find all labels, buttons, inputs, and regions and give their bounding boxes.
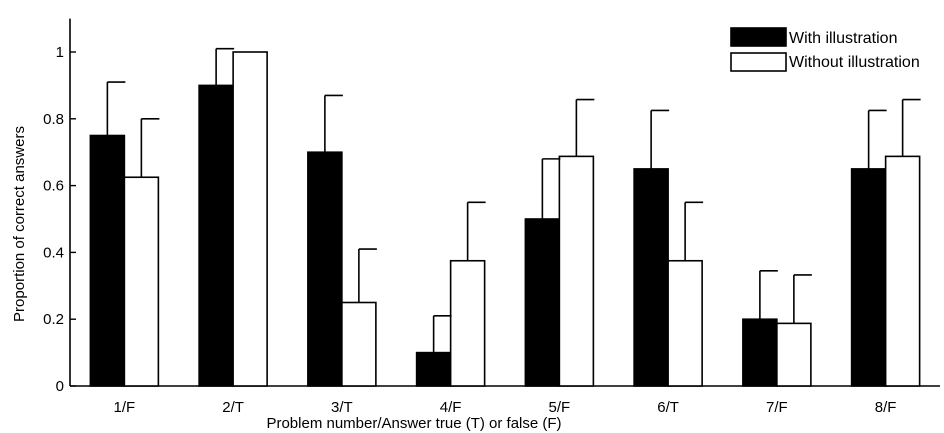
bar-with-illustration — [524, 218, 561, 387]
bar-without-illustration — [776, 322, 812, 387]
legend-swatch-with-illustration — [730, 27, 787, 47]
bar-with-illustration — [198, 84, 234, 387]
x-tick-label: 4/F — [440, 399, 462, 416]
bar-without-illustration — [884, 155, 921, 387]
bar-with-illustration — [633, 168, 669, 387]
y-ticks: 0 0.2 0.4 0.6 0.8 1 — [43, 44, 76, 395]
bar-with-illustration — [307, 151, 343, 387]
x-ticks: 1/F 2/T 3/T 4/F 5/F 6/T 7/F 8/F — [114, 380, 897, 416]
y-tick-label: 0.6 — [43, 178, 64, 195]
error-bars — [106, 47, 921, 353]
x-tick-label: 8/F — [875, 399, 897, 416]
x-tick-label: 5/F — [549, 399, 571, 416]
x-axis-label: Problem number/Answer true (T) or false … — [266, 415, 561, 432]
bar-without-illustration — [232, 51, 268, 387]
y-tick-label: 0.4 — [43, 244, 64, 261]
legend-label-without-illustration: Without illustration — [789, 54, 920, 71]
legend-swatch-without-illustration — [730, 52, 787, 72]
bar-with-illustration — [850, 168, 887, 387]
bars — [89, 51, 921, 387]
x-tick-label: 3/T — [331, 399, 353, 416]
bar-without-illustration — [667, 259, 703, 387]
bar-with-illustration — [415, 351, 452, 387]
bar-with-illustration — [742, 318, 778, 387]
bar-with-illustration — [89, 134, 126, 387]
x-tick-label: 6/T — [657, 399, 679, 416]
legend: With illustration Without illustration — [730, 27, 920, 72]
y-tick-label: 0 — [56, 378, 64, 395]
bar-without-illustration — [558, 155, 595, 387]
x-tick-label: 7/F — [766, 399, 788, 416]
y-tick-label: 0.8 — [43, 111, 64, 128]
x-tick-label: 1/F — [114, 399, 136, 416]
legend-label-with-illustration: With illustration — [789, 30, 897, 47]
x-tick-label: 2/T — [222, 399, 244, 416]
bar-without-illustration — [123, 176, 160, 387]
y-tick-label: 1 — [56, 44, 64, 61]
y-tick-label: 0.2 — [43, 311, 64, 328]
y-axis-label: Proportion of correct answers — [11, 126, 28, 322]
bar-without-illustration — [449, 259, 486, 387]
bar-without-illustration — [341, 301, 377, 387]
